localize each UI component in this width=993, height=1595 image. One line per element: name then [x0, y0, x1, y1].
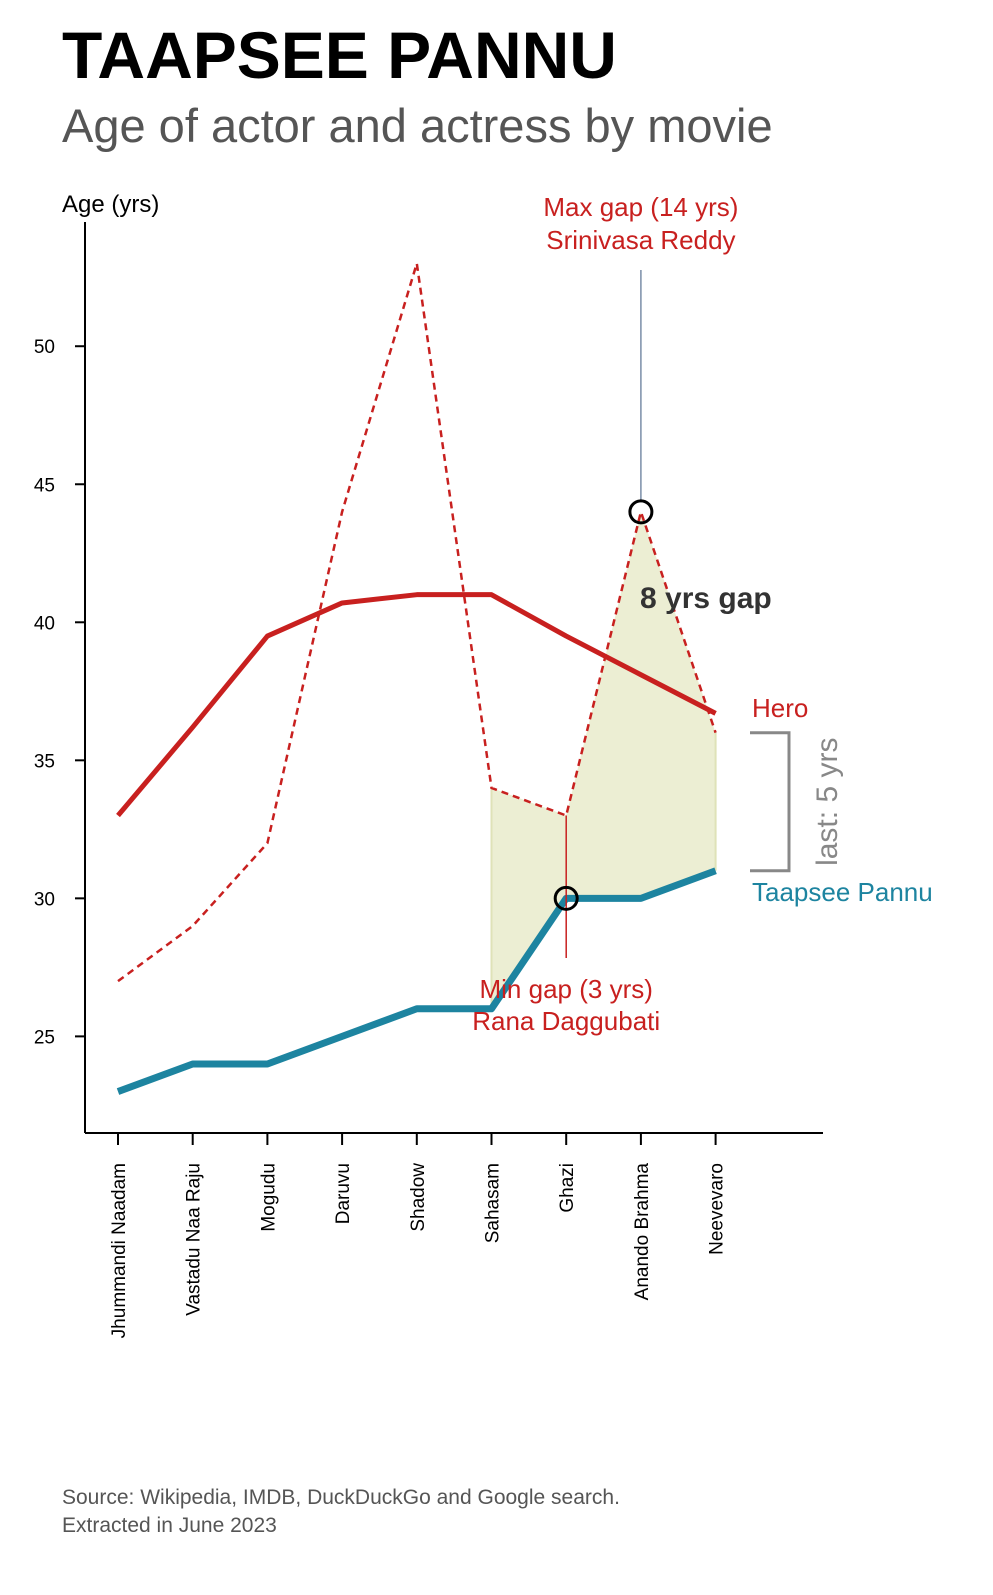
actress-age-line — [116, 867, 717, 1095]
y-tick-label: 50 — [34, 337, 55, 358]
gap-label: 8 yrs gap — [640, 582, 772, 615]
x-tick-label: Sahasam — [483, 1163, 504, 1243]
max-gap-marker — [628, 499, 654, 525]
x-tick-label: Neevevaro — [707, 1163, 728, 1255]
y-tick-label: 35 — [34, 751, 55, 772]
last-gap-label: last: 5 yrs — [811, 738, 844, 866]
x-tick-label: Daruvu — [333, 1163, 354, 1224]
source-note: Source: Wikipedia, IMDB, DuckDuckGo and … — [62, 1484, 620, 1540]
gap-area — [491, 511, 716, 1009]
actress-series-label: Taapsee Pannu — [752, 877, 933, 907]
chart-title: TAAPSEE PANNU — [62, 18, 617, 92]
y-axis-label: Age (yrs) — [62, 191, 159, 218]
x-tick-label: Anando Brahma — [632, 1163, 653, 1301]
max-gap-label: Max gap (14 yrs) — [543, 192, 738, 222]
y-tick-label: 40 — [34, 613, 55, 634]
source-line-1: Source: Wikipedia, IMDB, DuckDuckGo and … — [62, 1486, 620, 1509]
hero-series-label: Hero — [752, 693, 808, 723]
y-tick-label: 30 — [34, 889, 55, 910]
x-tick-label: Ghazi — [557, 1163, 578, 1213]
y-tick-label: 45 — [34, 475, 55, 496]
min-gap-name: Rana Daggubati — [472, 1006, 660, 1036]
min-gap-label: Min gap (3 yrs) — [480, 974, 653, 1004]
min-gap-marker — [553, 885, 579, 911]
y-tick-label: 25 — [34, 1027, 55, 1048]
x-tick-label: Jhummandi Naadam — [109, 1163, 130, 1338]
hero-rolling-line — [116, 592, 717, 818]
source-line-2: Extracted in June 2023 — [62, 1514, 277, 1537]
x-tick-label: Vastadu Naa Raju — [184, 1163, 205, 1316]
x-tick-label: Mogudu — [258, 1163, 279, 1232]
chart-subtitle: Age of actor and actress by movie — [62, 99, 773, 152]
last-gap-bracket — [750, 731, 791, 873]
x-tick-label: Shadow — [408, 1163, 429, 1232]
hero-age-line — [117, 263, 717, 983]
max-gap-name: Srinivasa Reddy — [546, 225, 735, 255]
